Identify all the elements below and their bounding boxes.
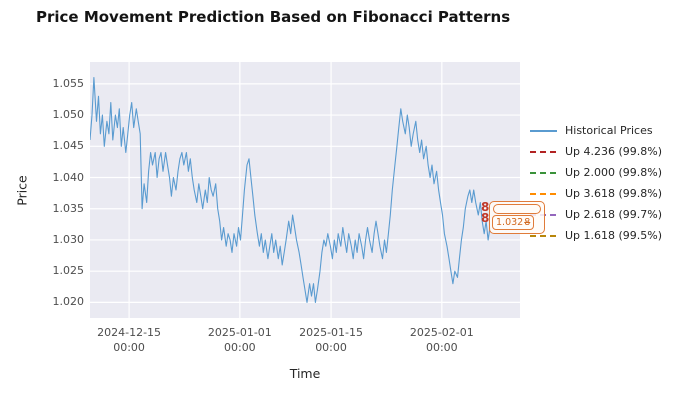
legend-label: Up 2.618 (99.7%) — [565, 208, 663, 221]
y-axis-label: Price — [14, 175, 30, 206]
legend-entry: Up 2.618 (99.7%) — [530, 204, 662, 225]
legend-entry: Historical Prices — [530, 120, 662, 141]
legend-entry: Up 2.000 (99.8%) — [530, 162, 662, 183]
y-tick-label: 1.030 — [52, 232, 85, 246]
x-tick-label: 2024-12-15 00:00 — [97, 326, 162, 354]
dashed-line-swatch — [530, 192, 557, 195]
x-tick-label: 2025-01-01 00:00 — [207, 326, 272, 354]
x-axis-label: Time — [289, 366, 321, 381]
chart-title: Price Movement Prediction Based on Fibon… — [36, 8, 511, 26]
y-tick-label: 1.035 — [52, 201, 85, 215]
historical-prices-line — [90, 77, 491, 303]
legend-label: Up 3.618 (99.8%) — [565, 187, 663, 200]
legend-label: Historical Prices — [565, 124, 653, 137]
y-tick-label: 1.025 — [52, 264, 85, 278]
solid-line-swatch — [530, 129, 557, 132]
legend-entry: Up 3.618 (99.8%) — [530, 183, 662, 204]
price-line-chart — [90, 62, 520, 318]
legend: Historical Prices Up 4.236 (99.8%) Up 2.00… — [530, 120, 662, 246]
x-tick-label: 2025-01-15 00:00 — [299, 326, 364, 354]
plot-area — [90, 62, 520, 318]
y-tick-label: 1.055 — [52, 76, 85, 90]
y-tick-label: 1.045 — [52, 139, 85, 153]
dashed-line-swatch — [530, 234, 557, 237]
y-tick-label: 1.020 — [52, 295, 85, 309]
legend-label: Up 1.618 (99.5%) — [565, 229, 663, 242]
dashed-line-swatch — [530, 171, 557, 174]
dashed-line-swatch — [530, 150, 557, 153]
legend-label: Up 4.236 (99.8%) — [565, 145, 663, 158]
legend-label: Up 2.000 (99.8%) — [565, 166, 663, 179]
y-tick-label: 1.050 — [52, 108, 85, 122]
legend-entry: Up 4.236 (99.8%) — [530, 141, 662, 162]
y-tick-label: 1.040 — [52, 170, 85, 184]
dashed-line-swatch — [530, 213, 557, 216]
legend-entry: Up 1.618 (99.5%) — [530, 225, 662, 246]
x-tick-label: 2025-02-01 00:00 — [409, 326, 474, 354]
